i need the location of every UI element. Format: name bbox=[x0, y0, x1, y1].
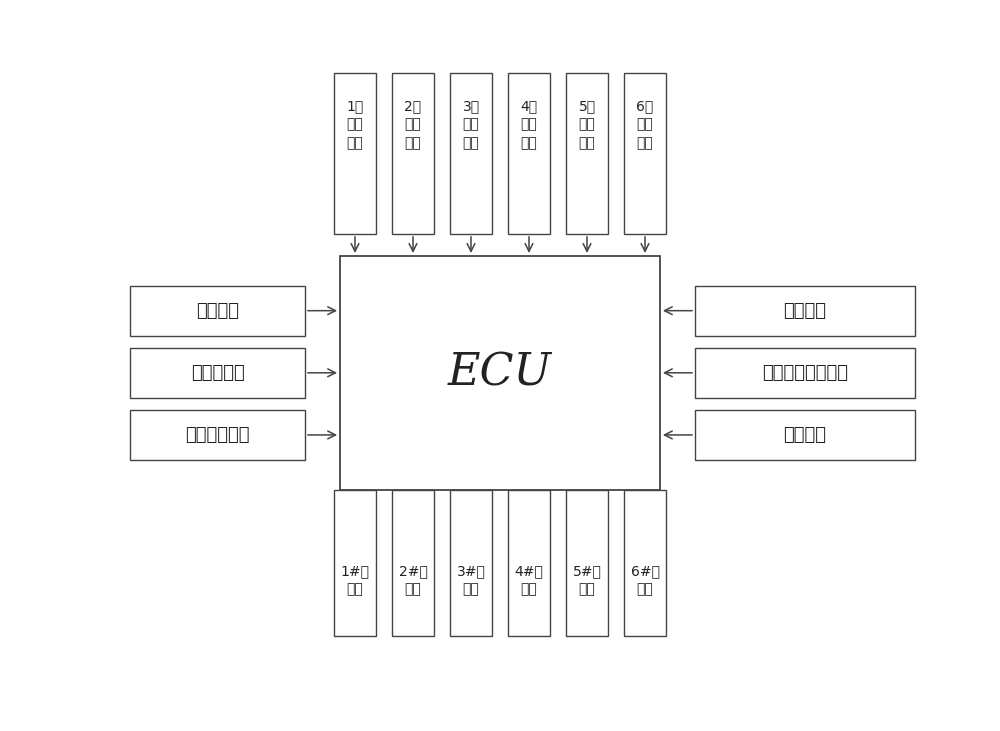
Bar bbox=[334, 490, 376, 636]
Text: 2缸
排气
温度: 2缸 排气 温度 bbox=[404, 99, 422, 150]
Bar bbox=[334, 73, 376, 234]
Text: 5缸
排气
温度: 5缸 排气 温度 bbox=[578, 99, 596, 150]
Bar bbox=[508, 73, 550, 234]
Text: 1缸
排气
温度: 1缸 排气 温度 bbox=[346, 99, 364, 150]
Bar bbox=[130, 286, 305, 336]
Bar bbox=[340, 256, 660, 490]
Bar bbox=[508, 490, 550, 636]
Bar bbox=[392, 73, 434, 234]
Bar bbox=[624, 490, 666, 636]
Bar bbox=[450, 73, 492, 234]
Bar bbox=[130, 348, 305, 398]
Text: 5#喷
射阀: 5#喷 射阀 bbox=[573, 564, 601, 596]
Text: 4缸
排气
温度: 4缸 排气 温度 bbox=[520, 99, 538, 150]
Bar bbox=[450, 490, 492, 636]
Bar bbox=[392, 490, 434, 636]
Bar bbox=[695, 348, 915, 398]
Bar bbox=[695, 286, 915, 336]
Text: 6#喷
射阀: 6#喷 射阀 bbox=[631, 564, 660, 596]
Bar bbox=[695, 410, 915, 460]
Text: 1#喷
射阀: 1#喷 射阀 bbox=[340, 564, 370, 596]
Bar bbox=[566, 490, 608, 636]
Bar bbox=[130, 410, 305, 460]
Bar bbox=[566, 73, 608, 234]
Text: 燃气压力: 燃气压力 bbox=[196, 302, 239, 319]
Text: 齿条位置: 齿条位置 bbox=[783, 426, 826, 444]
Text: 凸轮轴上止点信号: 凸轮轴上止点信号 bbox=[762, 364, 848, 382]
Bar bbox=[624, 73, 666, 234]
Text: 6缸
排气
温度: 6缸 排气 温度 bbox=[636, 99, 654, 150]
Text: 2#喷
射阀: 2#喷 射阀 bbox=[399, 564, 427, 596]
Text: 中冷后压力: 中冷后压力 bbox=[191, 364, 244, 382]
Text: 排气总管温度: 排气总管温度 bbox=[185, 426, 250, 444]
Text: 曲轴转速: 曲轴转速 bbox=[783, 302, 826, 319]
Text: 3#喷
射阀: 3#喷 射阀 bbox=[457, 564, 485, 596]
Text: ECU: ECU bbox=[448, 351, 552, 395]
Text: 3缸
排气
温度: 3缸 排气 温度 bbox=[462, 99, 480, 150]
Text: 4#喷
射阀: 4#喷 射阀 bbox=[515, 564, 543, 596]
